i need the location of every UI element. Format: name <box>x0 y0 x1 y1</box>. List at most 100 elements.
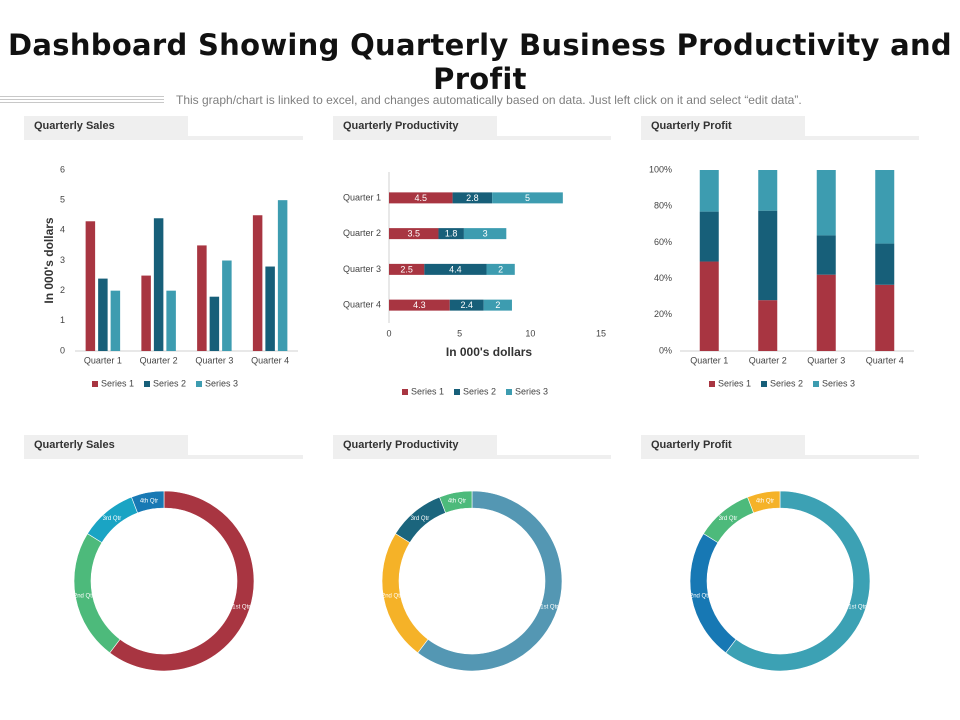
legend-label: Series 3 <box>205 378 238 388</box>
y-tick-label: 60% <box>654 237 672 247</box>
legend-swatch <box>506 389 512 395</box>
panel-header-sales-donut: Quarterly Sales <box>24 435 303 459</box>
data-label: 3 <box>483 229 488 239</box>
legend-swatch <box>761 381 767 387</box>
y-tick-label: Quarter 2 <box>343 228 381 238</box>
panel-header-profit: Quarterly Profit <box>641 116 919 140</box>
divider-line <box>0 102 164 103</box>
bar <box>699 170 719 212</box>
x-tick-label: Quarter 2 <box>749 355 787 365</box>
legend-label: Series 3 <box>515 386 548 396</box>
legend-swatch <box>196 381 202 387</box>
panel-header-productivity: Quarterly Productivity <box>333 116 611 140</box>
bar <box>153 218 164 351</box>
legend-swatch <box>402 389 408 395</box>
legend-label: Series 1 <box>101 378 134 388</box>
legend-swatch <box>813 381 819 387</box>
panel-title: Quarterly Productivity <box>333 435 497 455</box>
bar <box>758 300 778 351</box>
slice-label: 1st Qtr <box>540 604 558 610</box>
panel-rule <box>24 455 303 459</box>
bar <box>486 263 515 275</box>
legend-swatch <box>144 381 150 387</box>
x-tick-label: Quarter 2 <box>140 355 178 365</box>
legend-label: Series 2 <box>153 378 186 388</box>
y-tick-label: 1 <box>60 315 65 325</box>
bar <box>424 263 487 275</box>
slice-label: 2nd Qtr <box>690 594 710 600</box>
y-tick-label: Quarter 1 <box>343 192 381 202</box>
bar <box>277 200 288 351</box>
y-tick-label: 2 <box>60 285 65 295</box>
data-label: 3.5 <box>407 229 420 239</box>
x-tick-label: Quarter 4 <box>251 355 289 365</box>
slice-label: 2nd Qtr <box>382 594 402 600</box>
slice-label: 1st Qtr <box>848 604 866 610</box>
panel-rule <box>333 455 611 459</box>
bar <box>438 228 464 240</box>
bar <box>265 266 275 351</box>
legend-swatch <box>709 381 715 387</box>
bar <box>875 284 895 351</box>
x-axis-title: In 000's dollars <box>446 345 533 359</box>
legend-label: Series 1 <box>411 386 444 396</box>
data-label: 2.8 <box>466 193 479 203</box>
bar <box>252 215 263 351</box>
panel-title: Quarterly Sales <box>24 116 188 136</box>
y-axis-title: In 000's dollars <box>42 217 56 304</box>
panel-rule <box>24 136 303 140</box>
bar <box>816 170 836 236</box>
legend-label: Series 2 <box>463 386 496 396</box>
x-tick-label: Quarter 3 <box>807 355 845 365</box>
bar <box>492 192 563 204</box>
bar <box>209 296 220 351</box>
x-tick-label: 15 <box>596 328 606 338</box>
bar <box>110 290 121 351</box>
donut-slice <box>131 490 165 514</box>
data-label: 2 <box>498 264 503 274</box>
legend-swatch <box>454 389 460 395</box>
slice-label: 1st Qtr <box>232 604 250 610</box>
legend-label: Series 1 <box>718 378 751 388</box>
bar <box>816 235 836 275</box>
panel-title: Quarterly Productivity <box>333 116 497 136</box>
donut-slice <box>417 490 563 672</box>
data-label: 5 <box>525 193 530 203</box>
donut-slice <box>725 490 871 672</box>
y-tick-label: 80% <box>654 201 672 211</box>
panel-rule <box>333 136 611 140</box>
bar <box>166 290 176 351</box>
y-tick-label: 5 <box>60 195 65 205</box>
x-tick-label: 10 <box>525 328 535 338</box>
divider-line <box>0 99 164 100</box>
slice-label: 2nd Qtr <box>74 594 94 600</box>
legend-swatch <box>92 381 98 387</box>
y-tick-label: Quarter 3 <box>343 264 381 274</box>
panel-title: Quarterly Sales <box>24 435 188 455</box>
legend-label: Series 2 <box>770 378 803 388</box>
data-label: 4.4 <box>449 264 462 274</box>
bar <box>389 299 450 311</box>
y-tick-label: 6 <box>60 164 65 174</box>
panel-title: Quarterly Profit <box>641 435 805 455</box>
slice-label: 3rd Qtr <box>411 516 430 522</box>
bar <box>875 170 895 244</box>
bar <box>463 228 507 240</box>
bar <box>389 192 453 204</box>
y-tick-label: 100% <box>649 164 672 174</box>
x-tick-label: Quarter 1 <box>690 355 728 365</box>
bar <box>389 263 425 275</box>
slice-label: 4th Qtr <box>448 498 466 504</box>
bar <box>816 274 836 351</box>
data-label: 4.3 <box>413 300 426 310</box>
bar <box>98 278 108 351</box>
y-tick-label: 0 <box>60 345 65 355</box>
donut-slice <box>747 490 781 514</box>
donut-slice <box>439 490 473 514</box>
bar <box>141 275 151 351</box>
y-tick-label: 0% <box>659 345 672 355</box>
slice-label: 3rd Qtr <box>719 516 738 522</box>
bar <box>452 192 493 204</box>
donut-slice <box>109 490 255 672</box>
